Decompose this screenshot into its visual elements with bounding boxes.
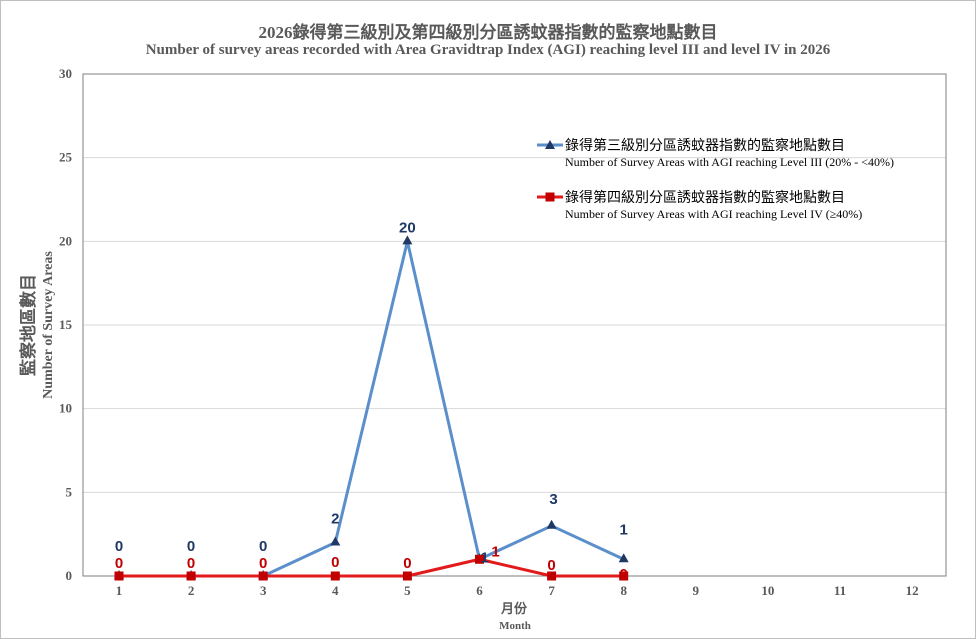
x-tick-label: 1: [116, 583, 123, 598]
legend-label-level3-en: Number of Survey Areas with AGI reaching…: [565, 155, 894, 169]
y-tick-label: 20: [59, 233, 72, 248]
legend-label-level4-zh: 錄得第四級別分區誘蚊器指數的監察地點數目: [565, 189, 845, 206]
x-tick-label: 2: [188, 583, 195, 598]
y-tick-label: 0: [66, 568, 73, 583]
square-marker: [402, 571, 412, 581]
x-tick-label: 10: [761, 583, 774, 598]
data-label: 0: [259, 538, 267, 555]
y-tick-label: 30: [59, 66, 72, 81]
y-tick-label: 5: [66, 484, 73, 499]
square-marker: [475, 554, 484, 564]
legend-triangle-marker: [545, 140, 555, 149]
y-tick-label: 10: [59, 401, 72, 416]
legend-label-level3-zh: 錄得第三級別分區誘蚊器指數的監察地點數目: [565, 137, 845, 154]
data-label: 2: [331, 511, 339, 528]
x-tick-label: 3: [260, 583, 267, 598]
data-label: 0: [115, 555, 123, 572]
triangle-marker: [618, 553, 629, 563]
legend-square-marker: [545, 192, 555, 202]
x-tick-label: 11: [834, 583, 846, 598]
triangle-marker: [402, 235, 413, 245]
chart-title: 2026錄得第三級別及第四級別分區誘蚊器指數的監察地點數目: [258, 23, 718, 42]
data-label: 0: [620, 566, 628, 583]
data-label: 20: [399, 219, 416, 236]
chart-subtitle: Number of survey areas recorded with Are…: [145, 42, 831, 58]
plot-area: [82, 73, 947, 577]
square-marker: [114, 571, 124, 581]
square-marker: [619, 571, 629, 581]
triangle-marker: [546, 519, 557, 529]
legend: 錄得第三級別分區誘蚊器指數的監察地點數目 Number of Survey Ar…: [537, 137, 894, 221]
series-line-level4: [119, 557, 624, 578]
data-label: 3: [549, 491, 557, 508]
data-label: 0: [115, 538, 123, 555]
y-axis-title: 監察地區數目: [18, 274, 38, 376]
x-tick-label: 9: [693, 583, 700, 598]
data-label: 1: [620, 521, 628, 538]
data-label: 0: [259, 555, 267, 572]
data-label: 1: [491, 543, 499, 560]
y-tick-label: 15: [59, 317, 73, 332]
x-tick-label: 6: [476, 583, 483, 598]
data-label: 0: [187, 555, 195, 572]
data-label: 0: [403, 555, 411, 572]
square-marker: [547, 571, 557, 581]
x-tick-label: 7: [548, 583, 555, 598]
square-marker: [330, 571, 340, 581]
legend-label-level4-en: Number of Survey Areas with AGI reaching…: [565, 207, 862, 221]
x-axis-title: 月份: [500, 601, 528, 616]
x-tick-label: 4: [332, 583, 339, 598]
triangle-marker: [330, 536, 341, 546]
x-axis-title-en: Month: [499, 620, 531, 632]
square-marker: [186, 571, 196, 581]
data-label: 0: [547, 557, 555, 574]
data-label: 0: [187, 538, 195, 555]
data-label: 1: [480, 549, 488, 566]
y-axis-title-en: Number of Survey Areas: [41, 251, 56, 399]
data-label: 0: [331, 554, 339, 571]
y-tick-label: 25: [59, 150, 73, 165]
x-tick-label: 5: [404, 583, 411, 598]
x-tick-label: 8: [620, 583, 627, 598]
square-marker: [258, 571, 268, 581]
x-tick-label: 12: [906, 583, 919, 598]
